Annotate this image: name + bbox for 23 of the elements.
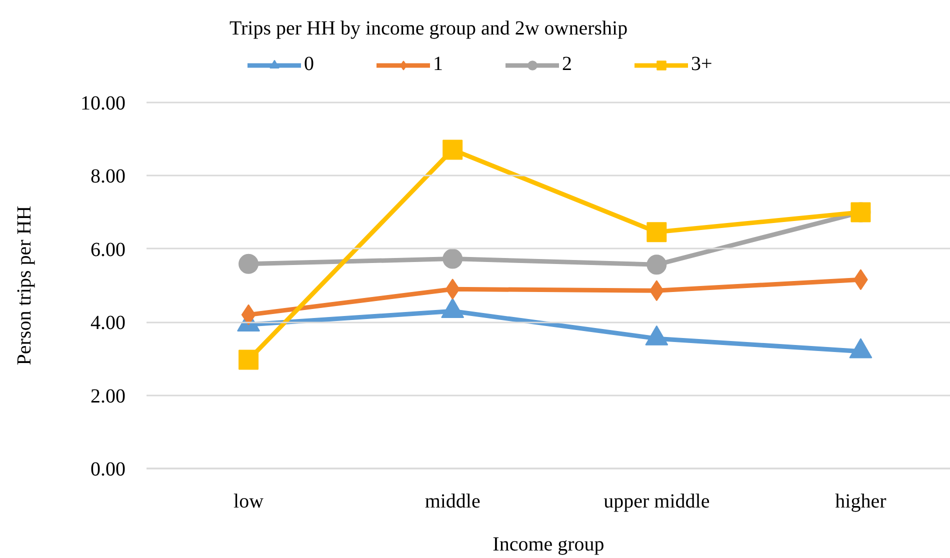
y-tick-label: 8.00 (90, 166, 126, 188)
y-tick-label: 0.00 (90, 458, 126, 480)
legend-label: 3+ (691, 53, 712, 76)
legend-label: 2 (562, 53, 573, 76)
point (442, 248, 463, 269)
point (442, 140, 463, 160)
point (238, 254, 259, 274)
x-tick-label: middle (424, 490, 480, 512)
x-tick-label: upper middle (604, 490, 710, 512)
x-tick-label: higher (835, 490, 887, 512)
point (238, 350, 259, 370)
x-axis-title: Income group (492, 534, 604, 556)
legend-label: 0 (304, 53, 315, 76)
y-tick-label: 10.00 (80, 92, 126, 114)
y-tick-label: 4.00 (90, 312, 126, 334)
point (646, 254, 667, 275)
y-tick-label: 6.00 (90, 238, 126, 261)
y-axis-title: Person trips per HH (14, 206, 36, 366)
x-tick-label: low (234, 490, 264, 512)
y-tick-label: 2.00 (90, 385, 126, 408)
chart-title: Trips per HH by income group and 2w ownership (230, 18, 628, 40)
point (646, 222, 667, 242)
legend-label: 1 (433, 53, 444, 76)
